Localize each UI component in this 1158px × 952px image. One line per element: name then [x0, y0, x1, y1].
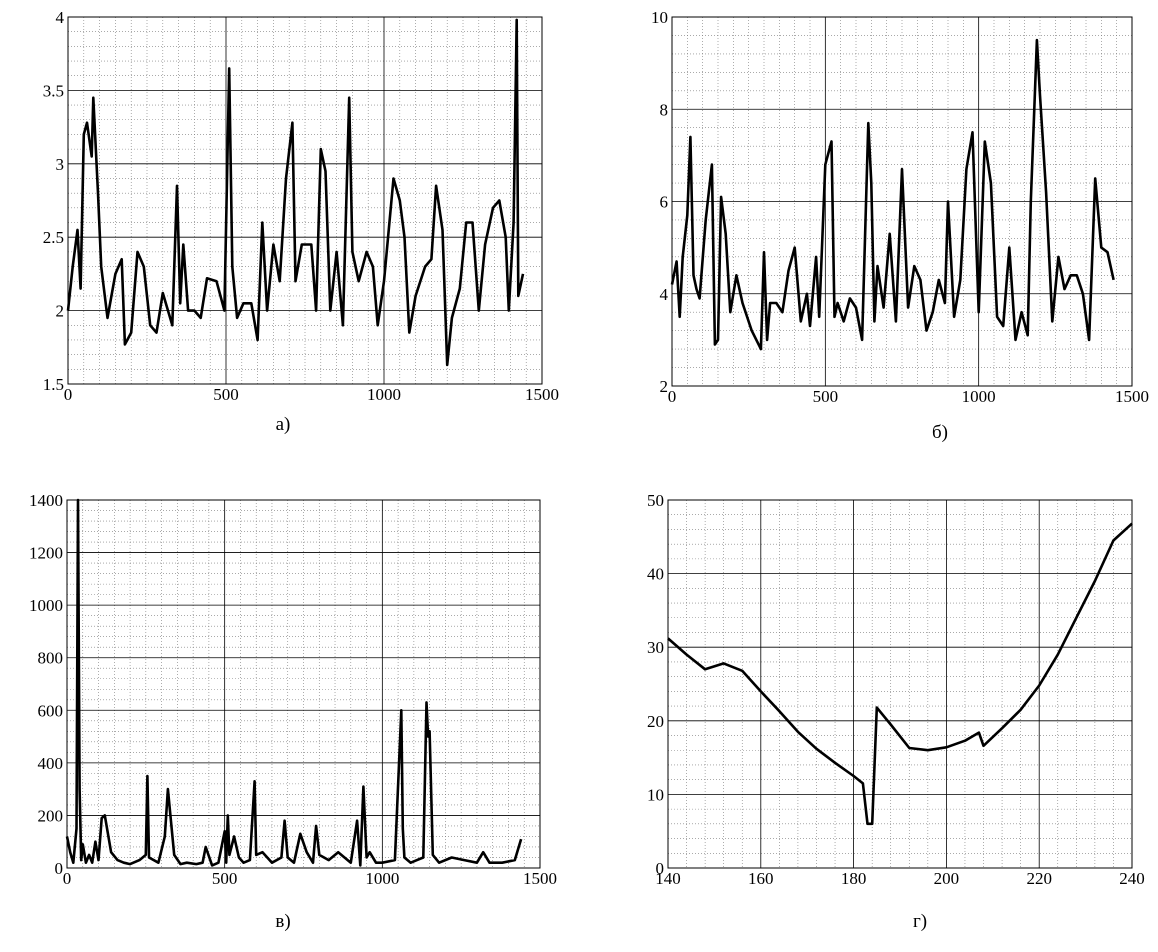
- data-line: [670, 38, 1115, 351]
- x-tick-label: 1500: [525, 385, 559, 404]
- x-tick-label: 0: [64, 385, 73, 404]
- x-tick-label: 500: [813, 387, 839, 406]
- y-tick-label: 1.5: [43, 375, 64, 394]
- y-tick-label: 10: [651, 8, 668, 27]
- y-tick-label: 200: [38, 806, 64, 825]
- plot-frame: [667, 499, 1133, 869]
- y-tick-label: 400: [38, 754, 64, 773]
- y-tick-label: 0: [656, 859, 665, 878]
- y-tick-label: 3: [56, 155, 65, 174]
- x-tick-label: 220: [1026, 869, 1052, 888]
- y-tick-label: 2: [56, 302, 65, 321]
- y-tick-label: 30: [647, 638, 664, 657]
- y-tick-label: 8: [660, 100, 669, 119]
- data-line: [65, 498, 523, 867]
- plot-frame: [66, 499, 541, 869]
- x-tick-label: 0: [668, 387, 677, 406]
- y-tick-label: 4: [56, 8, 65, 27]
- y-tick-label: 800: [38, 649, 64, 668]
- plot-frame: [67, 16, 543, 385]
- caption: а): [276, 414, 291, 435]
- x-tick-label: 500: [213, 385, 239, 404]
- y-tick-label: 1400: [29, 491, 63, 510]
- x-tick-label: 240: [1119, 869, 1145, 888]
- y-tick-label: 3.5: [43, 81, 64, 100]
- x-tick-label: 1000: [367, 385, 401, 404]
- x-tick-label: 1000: [365, 869, 399, 888]
- x-tick-label: 200: [934, 869, 960, 888]
- x-tick-label: 1500: [1115, 387, 1149, 406]
- y-tick-label: 600: [38, 701, 64, 720]
- x-tick-label: 180: [841, 869, 867, 888]
- x-tick-label: 140: [655, 869, 681, 888]
- y-tick-label: 1200: [29, 544, 63, 563]
- data-line: [667, 522, 1133, 826]
- y-tick-label: 40: [647, 565, 664, 584]
- plot-frame: [671, 16, 1133, 387]
- y-tick-label: 0: [55, 859, 64, 878]
- x-tick-label: 500: [212, 869, 238, 888]
- y-tick-label: 1000: [29, 596, 63, 615]
- y-tick-label: 4: [660, 285, 669, 304]
- x-tick-label: 0: [63, 869, 72, 888]
- caption: в): [275, 911, 290, 932]
- y-tick-label: 10: [647, 785, 664, 804]
- y-tick-label: 20: [647, 712, 664, 731]
- y-tick-label: 2.5: [43, 228, 64, 247]
- y-tick-label: 6: [660, 193, 669, 212]
- y-tick-label: 50: [647, 491, 664, 510]
- plot-area: [668, 500, 1132, 868]
- caption: б): [932, 422, 948, 443]
- x-tick-label: 1000: [962, 387, 996, 406]
- x-tick-label: 1500: [523, 869, 557, 888]
- caption: г): [913, 911, 927, 932]
- data-line: [66, 18, 525, 367]
- x-tick-label: 160: [748, 869, 774, 888]
- y-tick-label: 2: [660, 377, 669, 396]
